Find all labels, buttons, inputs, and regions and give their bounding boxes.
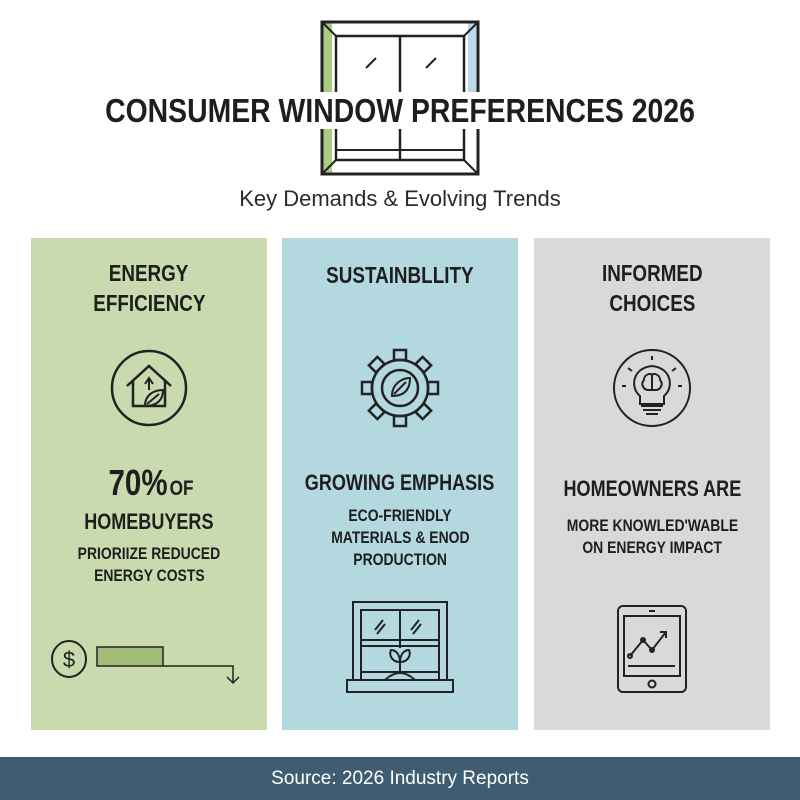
gear-leaf-icon [360, 348, 440, 428]
panel-informed-choices: INFORMED CHOICES HOMEOWNERS ARE MORE KNO… [534, 238, 770, 730]
source-footer: Source: 2026 Industry Reports [0, 757, 800, 800]
panel-heading: SUSTAINBLLITY [326, 262, 474, 288]
panel-sustainability: SUSTAINBLLITY GROWING EMPHASIS ECO-FRIEN… [282, 238, 518, 730]
panel-body: PRIORIIZE REDUCED ENERGY COSTS [77, 544, 221, 585]
panel-heading: INFORMED CHOICES [601, 260, 703, 316]
stat-suffix: OF [169, 477, 194, 500]
dollar-cost-down-icon: $ [51, 640, 240, 685]
lightbulb-brain-icon [613, 349, 691, 427]
panel-line: HOMEBUYERS [84, 509, 214, 534]
panel-body: ECO-FRIENDLY MATERIALS & ENOD PRODUCTION [330, 506, 470, 569]
page-title: CONSUMER WINDOW PREFERENCES 2026 [56, 92, 744, 130]
page-subtitle: Key Demands & Evolving Trends [239, 186, 561, 211]
panel-body: MORE KNOWLED'WABLE ON ENERGY IMPACT [566, 516, 738, 557]
house-leaf-icon [110, 349, 188, 427]
window-plant-icon [346, 601, 454, 693]
panel-line: HOMEOWNERS ARE [563, 476, 741, 501]
svg-text:$: $ [63, 647, 75, 672]
panel-heading: ENERGY EFFICIENCY [92, 260, 206, 316]
tablet-chart-icon [617, 605, 687, 693]
panel-line: GROWING EMPHASIS [305, 470, 495, 495]
stat-value: 70% [108, 462, 168, 503]
panel-energy-efficiency: ENERGY EFFICIENCY 70% OF HOMEBUYERS PRIO… [31, 238, 267, 730]
